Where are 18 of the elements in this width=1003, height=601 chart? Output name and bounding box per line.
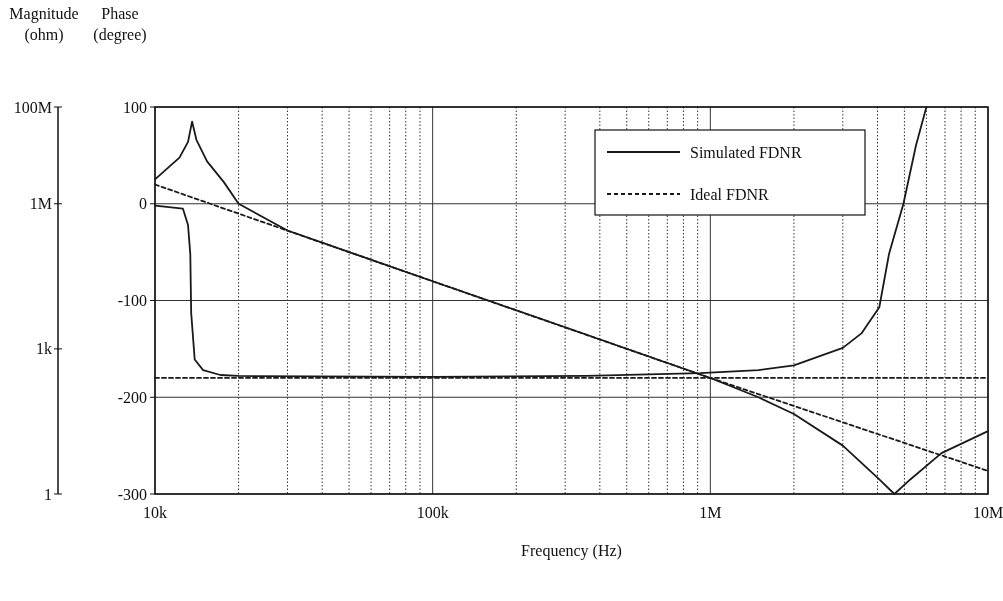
y-tick-label: 1M <box>29 195 52 213</box>
x-tick-label: 100k <box>416 504 449 521</box>
legend-label: Simulated FDNR <box>690 143 802 161</box>
x-tick-label: 10M <box>972 504 1003 521</box>
x-tick-label: 1M <box>699 504 722 521</box>
x-axis-title: Frequency (Hz) <box>521 542 622 560</box>
y2-tick-label: 100 <box>123 98 147 116</box>
y2-tick-label: 0 <box>139 195 147 213</box>
y-axis-title: Magnitude (ohm) <box>9 5 79 44</box>
y2-tick-label: -100 <box>117 292 147 310</box>
legend-label: Ideal FDNR <box>690 185 769 203</box>
y2-tick-label: -300 <box>117 485 147 503</box>
x-tick-label: 10k <box>143 504 167 521</box>
y-tick-label: 1k <box>36 340 52 358</box>
y-tick-label: 1 <box>44 485 52 503</box>
y2-axis-title: Phase (degree) <box>93 5 147 44</box>
y2-tick-label: -200 <box>117 388 147 406</box>
y-tick-label: 100M <box>13 98 52 116</box>
